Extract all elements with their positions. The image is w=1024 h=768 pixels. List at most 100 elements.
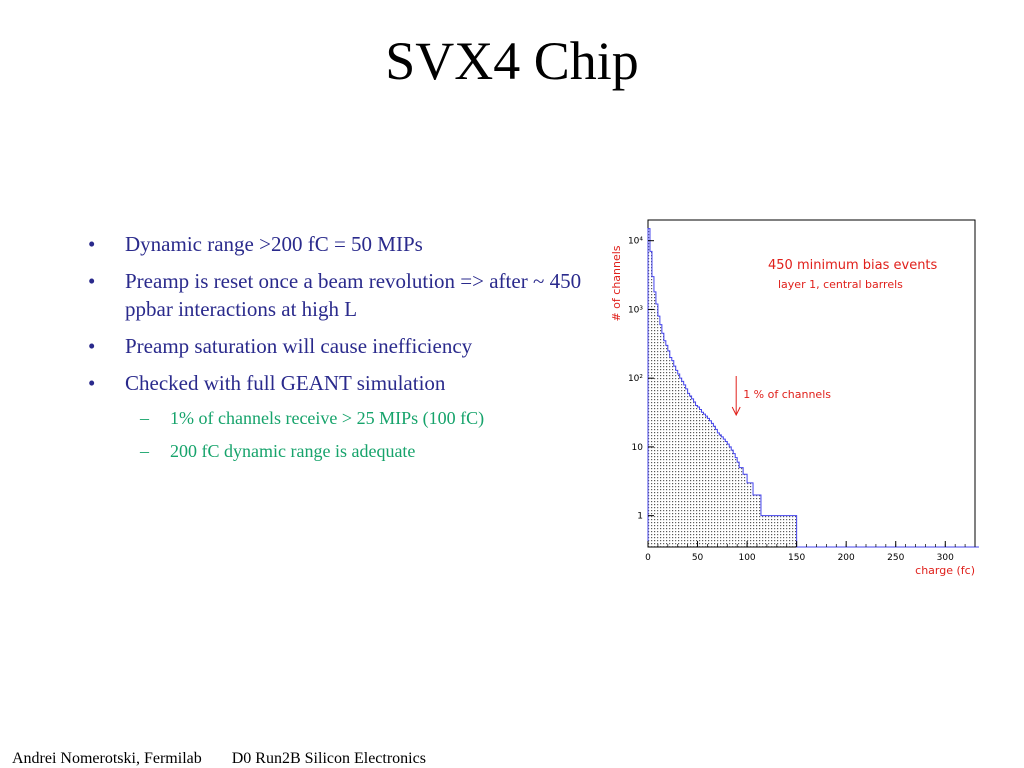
histogram-bar xyxy=(784,515,787,547)
histogram-bar xyxy=(665,345,668,547)
y-tick-label: 10² xyxy=(628,374,643,384)
histogram-bar xyxy=(733,453,736,547)
bullet-text: Dynamic range >200 fC = 50 MIPs xyxy=(125,232,423,256)
histogram-bar xyxy=(677,374,680,547)
annotation-subtitle: layer 1, central barrels xyxy=(778,278,903,291)
x-tick-label: 250 xyxy=(887,553,904,563)
bullet-text: Preamp is reset once a beam revolution =… xyxy=(125,269,582,321)
histogram-bar xyxy=(758,494,761,547)
histogram-bar xyxy=(693,402,696,547)
histogram-bar xyxy=(711,423,714,547)
histogram-bar xyxy=(764,515,767,547)
histogram-bar xyxy=(780,515,783,547)
histogram-bar xyxy=(687,393,690,547)
histogram-bar xyxy=(715,429,718,547)
bullet-dot-icon: • xyxy=(88,371,96,395)
histogram-bar xyxy=(691,398,694,547)
sub-bullet-text: 200 fC dynamic range is adequate xyxy=(170,441,416,461)
histogram-bar xyxy=(703,414,706,547)
histogram-bar xyxy=(751,482,754,547)
histogram-bar xyxy=(788,515,791,547)
histogram-bar xyxy=(723,439,726,547)
histogram-bar xyxy=(649,251,652,548)
histogram-bar xyxy=(741,467,744,547)
histogram-bar xyxy=(707,418,710,547)
histogram-bar xyxy=(701,412,704,547)
histogram-bar xyxy=(648,228,650,548)
histogram-bar xyxy=(685,388,688,547)
x-tick-label: 0 xyxy=(645,553,651,563)
histogram-bar xyxy=(667,350,670,547)
x-tick-label: 150 xyxy=(788,553,805,563)
histogram-bar xyxy=(713,426,716,547)
sub-bullet-text: 1% of channels receive > 25 MIPs (100 fC… xyxy=(170,408,485,428)
x-tick-label: 200 xyxy=(838,553,855,563)
y-tick-label: 10 xyxy=(632,443,644,453)
histogram-bar xyxy=(673,366,676,547)
histogram-bar xyxy=(663,340,666,547)
histogram-bar xyxy=(786,515,789,547)
plot-area: 0 50 100 150 200 250 300 1 10 10² 10³ 10⁴ # of chann… xyxy=(610,219,979,577)
histogram-bar xyxy=(727,444,730,547)
y-tick-label: 10⁴ xyxy=(628,237,643,247)
histogram-bar xyxy=(735,457,738,547)
histogram-bar xyxy=(721,436,724,547)
histogram-bar xyxy=(719,434,722,547)
histogram-bar xyxy=(766,515,769,547)
histogram-bar xyxy=(776,515,779,547)
histogram-bar xyxy=(653,291,656,547)
arrow-head-icon xyxy=(731,406,741,417)
y-tick-label: 10³ xyxy=(628,305,643,315)
histogram-bar xyxy=(695,405,698,547)
arrow-label: 1 % of channels xyxy=(743,388,831,401)
histogram-bar xyxy=(757,494,759,547)
histogram-bar xyxy=(778,515,781,547)
bullet-dot-icon: • xyxy=(88,334,96,358)
dash-icon: – xyxy=(140,441,149,461)
histogram-chart: 0 50 100 150 200 250 300 1 10 10² 10³ 10⁴ # of chann… xyxy=(600,210,990,580)
histogram-bar xyxy=(659,324,662,547)
histogram-bar xyxy=(737,462,740,547)
histogram-bar xyxy=(782,515,785,547)
histogram-bar xyxy=(725,441,728,547)
histogram-bar xyxy=(679,378,682,547)
annotation-title: 450 minimum bias events xyxy=(768,258,938,273)
histogram-bar xyxy=(743,474,746,547)
histogram-bar xyxy=(731,450,734,547)
x-axis-label: charge (fc) xyxy=(915,564,975,577)
footer-talk: D0 Run2B Silicon Electronics xyxy=(231,750,426,767)
histogram-bar xyxy=(760,515,763,547)
histogram-bar xyxy=(709,420,712,547)
histogram-bar xyxy=(770,515,773,547)
histogram-bar xyxy=(669,357,672,547)
histogram-bar xyxy=(681,381,684,547)
sub-bullet-item: – 200 fC dynamic range is adequate xyxy=(88,439,608,463)
bullet-text: Checked with full GEANT simulation xyxy=(125,371,446,395)
histogram-bar xyxy=(790,515,793,547)
bullet-text: Preamp saturation will cause inefficienc… xyxy=(125,334,473,358)
histogram-bar xyxy=(772,515,775,547)
histogram-bar xyxy=(747,482,750,547)
histogram-bar xyxy=(699,409,702,547)
histogram-bar xyxy=(768,515,771,547)
histogram-bar xyxy=(774,515,777,547)
bullet-list: • Dynamic range >200 fC = 50 MIPs • Prea… xyxy=(88,230,608,472)
histogram-bar xyxy=(717,432,720,547)
histogram-bar xyxy=(753,494,756,547)
bullet-item: • Checked with full GEANT simulation xyxy=(88,369,608,397)
bullet-dot-icon: • xyxy=(88,232,96,256)
bullet-item: • Preamp saturation will cause inefficie… xyxy=(88,332,608,360)
bullet-item: • Preamp is reset once a beam revolution… xyxy=(88,267,608,323)
bullet-dot-icon: • xyxy=(88,269,96,293)
footer-author: Andrei Nomerotski, Fermilab xyxy=(12,750,202,767)
histogram-bar xyxy=(683,384,686,547)
histogram-bar xyxy=(749,482,752,547)
histogram-bar xyxy=(697,407,700,547)
histogram-bar xyxy=(794,515,797,547)
histogram-bar xyxy=(755,494,757,547)
histogram-bar xyxy=(739,467,742,547)
histogram-bar xyxy=(655,303,658,547)
x-tick-label: 50 xyxy=(692,553,704,563)
y-axis-label: # of channels xyxy=(610,245,623,321)
histogram-bar xyxy=(745,474,748,547)
